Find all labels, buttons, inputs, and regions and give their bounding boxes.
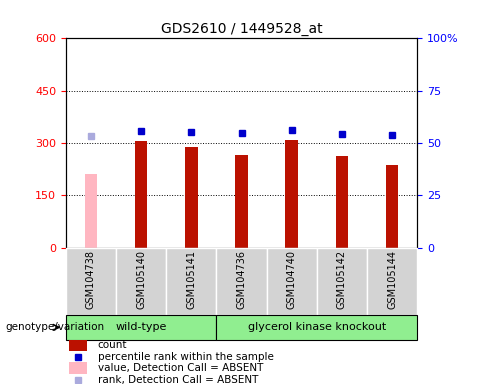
Bar (66, 315, 217, 340)
Bar (235, 155, 248, 248)
Text: GSM105144: GSM105144 (387, 250, 397, 309)
Bar (386, 165, 398, 248)
FancyBboxPatch shape (367, 248, 417, 315)
Text: GSM105141: GSM105141 (186, 250, 196, 309)
Text: value, Detection Call = ABSENT: value, Detection Call = ABSENT (98, 363, 263, 373)
FancyBboxPatch shape (116, 248, 166, 315)
FancyBboxPatch shape (66, 248, 116, 315)
Text: GSM105142: GSM105142 (337, 250, 347, 309)
FancyBboxPatch shape (166, 248, 217, 315)
Bar (185, 147, 198, 248)
Bar (69, 339, 87, 351)
Bar (135, 141, 147, 248)
Text: GSM104736: GSM104736 (237, 250, 246, 309)
Text: GSM104738: GSM104738 (86, 250, 96, 309)
FancyBboxPatch shape (217, 248, 266, 315)
Bar (217, 315, 417, 340)
Text: GSM104740: GSM104740 (287, 250, 297, 309)
Text: genotype/variation: genotype/variation (5, 322, 104, 333)
Bar (336, 156, 348, 248)
FancyBboxPatch shape (266, 248, 317, 315)
Bar (69, 362, 87, 374)
Text: glycerol kinase knockout: glycerol kinase knockout (248, 322, 386, 333)
Text: count: count (98, 340, 127, 350)
Text: GSM105140: GSM105140 (136, 250, 146, 309)
Text: rank, Detection Call = ABSENT: rank, Detection Call = ABSENT (98, 374, 258, 384)
FancyBboxPatch shape (317, 248, 367, 315)
Text: wild-type: wild-type (116, 322, 167, 333)
Bar (285, 140, 298, 248)
Bar (85, 174, 97, 248)
Title: GDS2610 / 1449528_at: GDS2610 / 1449528_at (161, 22, 323, 36)
Text: percentile rank within the sample: percentile rank within the sample (98, 352, 273, 362)
